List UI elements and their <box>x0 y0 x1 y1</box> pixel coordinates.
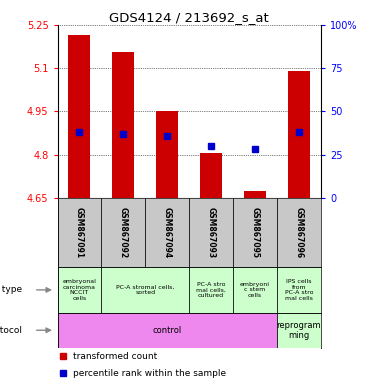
Bar <box>277 198 321 267</box>
Text: control: control <box>152 326 182 335</box>
Text: GSM867091: GSM867091 <box>75 207 84 258</box>
Bar <box>112 52 134 198</box>
Bar <box>200 153 222 198</box>
Bar <box>277 313 321 348</box>
Bar <box>58 313 277 348</box>
Bar <box>244 190 266 198</box>
Bar <box>288 71 310 198</box>
Bar <box>69 35 91 198</box>
Text: GSM867093: GSM867093 <box>207 207 216 258</box>
Text: percentile rank within the sample: percentile rank within the sample <box>73 369 226 378</box>
Bar <box>277 267 321 313</box>
Text: PC-A stro
mal cells,
cultured: PC-A stro mal cells, cultured <box>196 281 226 298</box>
Text: cell type: cell type <box>0 285 22 295</box>
Bar <box>58 267 101 313</box>
Text: IPS cells
from
PC-A stro
mal cells: IPS cells from PC-A stro mal cells <box>285 279 313 301</box>
Bar <box>233 267 277 313</box>
Text: reprogram
ming: reprogram ming <box>277 321 321 340</box>
Text: GSM867092: GSM867092 <box>119 207 128 258</box>
Text: embryonal
carcinoma
NCCIT
cells: embryonal carcinoma NCCIT cells <box>63 279 96 301</box>
Bar <box>58 198 101 267</box>
Bar <box>189 198 233 267</box>
Bar <box>156 111 178 198</box>
Bar <box>189 267 233 313</box>
Text: GSM867096: GSM867096 <box>295 207 303 258</box>
Text: transformed count: transformed count <box>73 352 158 361</box>
Bar <box>101 267 189 313</box>
Text: GSM867094: GSM867094 <box>163 207 172 258</box>
Bar <box>145 198 189 267</box>
Text: embryoni
c stem
cells: embryoni c stem cells <box>240 281 270 298</box>
Text: GSM867095: GSM867095 <box>250 207 260 258</box>
Text: protocol: protocol <box>0 326 22 335</box>
Bar <box>101 198 145 267</box>
Bar <box>233 198 277 267</box>
Title: GDS4124 / 213692_s_at: GDS4124 / 213692_s_at <box>109 11 269 24</box>
Text: PC-A stromal cells,
sorted: PC-A stromal cells, sorted <box>116 285 174 295</box>
